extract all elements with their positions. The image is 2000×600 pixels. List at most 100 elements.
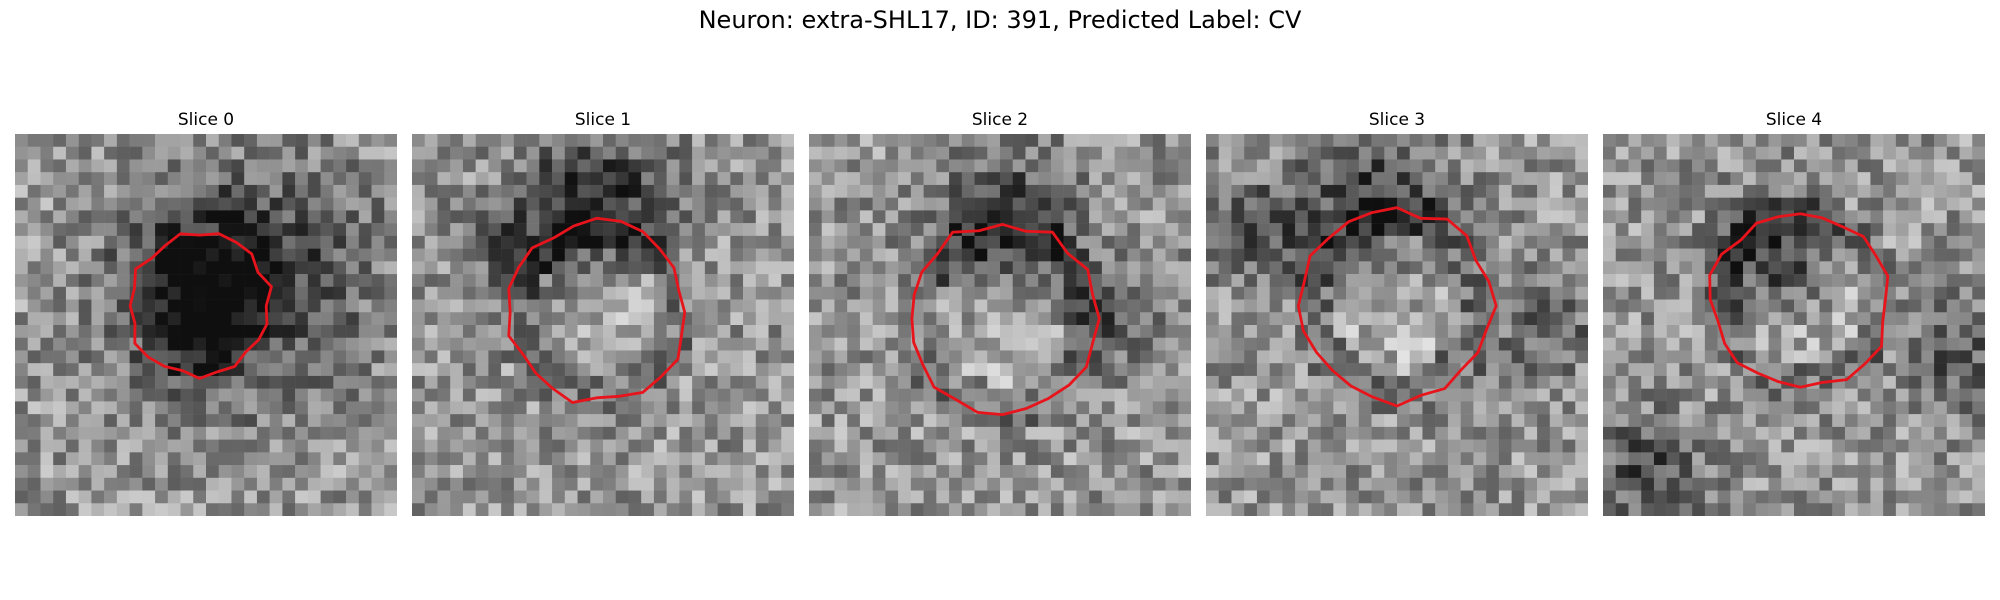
image-pixel	[1282, 159, 1296, 173]
image-pixel	[1717, 172, 1731, 186]
image-pixel	[1050, 146, 1064, 160]
image-pixel	[1089, 401, 1103, 415]
image-pixel	[333, 337, 347, 351]
image-pixel	[1730, 223, 1744, 237]
image-pixel	[1743, 248, 1757, 262]
image-pixel	[1857, 299, 1871, 313]
image-pixel	[1101, 477, 1115, 491]
image-pixel	[834, 184, 848, 198]
image-pixel	[1152, 248, 1166, 262]
image-pixel	[1781, 261, 1795, 275]
image-pixel	[1615, 337, 1629, 351]
image-pixel	[603, 223, 616, 237]
image-pixel	[282, 414, 296, 428]
image-pixel	[1857, 414, 1871, 428]
image-pixel	[1844, 210, 1858, 224]
image-pixel	[437, 312, 451, 326]
image-pixel	[424, 426, 438, 440]
image-pixel	[462, 274, 476, 288]
image-pixel	[1972, 159, 1985, 173]
image-pixel	[809, 325, 822, 338]
image-pixel	[142, 439, 156, 453]
image-pixel	[615, 477, 629, 491]
image-pixel	[885, 363, 899, 377]
image-pixel	[513, 503, 527, 516]
image-pixel	[1883, 159, 1897, 173]
image-pixel	[949, 350, 963, 364]
image-pixel	[936, 426, 950, 440]
image-pixel	[167, 184, 181, 198]
image-pixel	[730, 465, 744, 479]
image-pixel	[1679, 452, 1693, 466]
image-pixel	[1152, 337, 1166, 351]
image-pixel	[1844, 350, 1858, 364]
image-pixel	[1603, 223, 1616, 237]
image-pixel	[15, 337, 28, 351]
image-pixel	[1282, 452, 1296, 466]
image-pixel	[859, 197, 873, 211]
image-pixel	[768, 210, 782, 224]
image-pixel	[1832, 503, 1846, 516]
image-pixel	[1832, 146, 1846, 160]
image-pixel	[1358, 197, 1372, 211]
image-pixel	[590, 159, 604, 173]
image-pixel	[1140, 350, 1154, 364]
image-pixel	[1537, 337, 1551, 351]
image-pixel	[231, 426, 245, 440]
image-pixel	[1959, 274, 1973, 288]
image-pixel	[1038, 490, 1052, 504]
image-pixel	[475, 439, 489, 453]
image-pixel	[488, 299, 502, 313]
image-pixel	[501, 375, 515, 389]
image-pixel	[1397, 439, 1410, 453]
image-pixel	[1140, 325, 1154, 338]
image-pixel	[116, 401, 130, 415]
image-pixel	[1870, 312, 1884, 326]
image-pixel	[1844, 465, 1858, 479]
image-pixel	[1921, 388, 1935, 402]
image-pixel	[450, 299, 464, 313]
image-pixel	[129, 414, 143, 428]
image-pixel	[155, 465, 169, 479]
image-pixel	[307, 426, 321, 440]
image-pixel	[1730, 146, 1744, 160]
image-pixel	[91, 477, 105, 491]
image-pixel	[1371, 134, 1385, 147]
image-pixel	[1666, 350, 1680, 364]
image-pixel	[1883, 223, 1897, 237]
image-pixel	[552, 299, 566, 313]
image-pixel	[936, 286, 950, 300]
image-pixel	[1333, 477, 1347, 491]
image-pixel	[1755, 452, 1769, 466]
image-pixel	[781, 312, 794, 326]
image-pixel	[987, 477, 1001, 491]
image-pixel	[1089, 452, 1103, 466]
image-pixel	[1422, 465, 1436, 479]
image-pixel	[65, 426, 79, 440]
image-pixel	[1972, 452, 1985, 466]
image-pixel	[65, 325, 79, 338]
image-pixel	[1908, 286, 1922, 300]
image-pixel	[1101, 375, 1115, 389]
image-pixel	[27, 490, 41, 504]
image-pixel	[717, 172, 731, 186]
image-pixel	[1908, 134, 1922, 147]
image-pixel	[155, 197, 169, 211]
image-pixel	[1628, 312, 1642, 326]
image-pixel	[1946, 325, 1960, 338]
image-pixel	[371, 414, 385, 428]
image-pixel	[974, 172, 988, 186]
image-pixel	[1165, 337, 1179, 351]
image-pixel	[1755, 401, 1769, 415]
image-pixel	[295, 159, 309, 173]
image-pixel	[526, 184, 540, 198]
image-pixel	[564, 172, 578, 186]
image-pixel	[1895, 159, 1909, 173]
image-pixel	[462, 388, 476, 402]
image-pixel	[307, 388, 321, 402]
image-pixel	[412, 134, 425, 147]
image-pixel	[1549, 184, 1563, 198]
image-pixel	[282, 337, 296, 351]
image-pixel	[358, 388, 372, 402]
image-pixel	[936, 159, 950, 173]
